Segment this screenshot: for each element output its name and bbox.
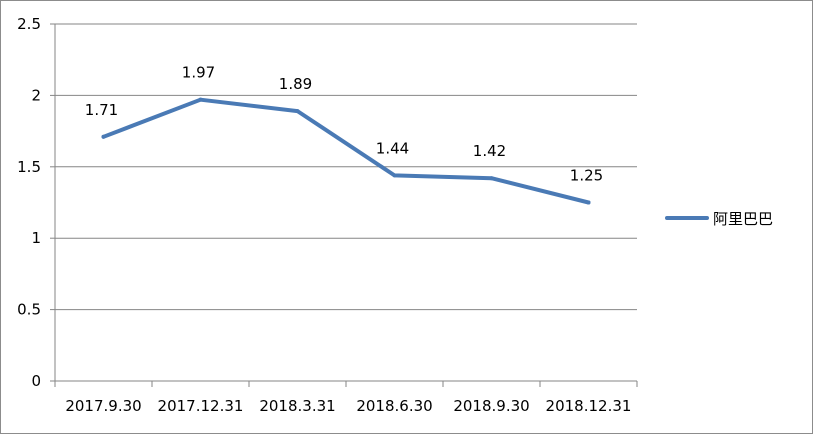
data-label: 1.71 (85, 101, 118, 119)
x-tick-label: 2017.12.31 (158, 397, 244, 415)
x-tick-label: 2018.12.31 (546, 397, 632, 415)
x-tick-label: 2018.6.30 (356, 397, 432, 415)
y-tick-label: 2 (31, 86, 41, 104)
x-axis-tick-labels: 2017.9.30 2017.12.31 2018.3.31 2018.6.30 201… (65, 397, 631, 415)
data-point (198, 97, 203, 102)
data-point (489, 176, 494, 181)
data-label: 1.42 (473, 142, 506, 160)
data-labels: 1.71 1.97 1.89 1.44 1.42 1.25 (85, 64, 603, 185)
data-point (392, 173, 397, 178)
y-tick-label: 0.5 (17, 301, 41, 319)
data-point (586, 200, 591, 205)
series-lines (101, 97, 591, 205)
gridlines (55, 23, 637, 311)
series-line (101, 97, 591, 205)
axes (50, 23, 638, 387)
x-tick-label: 2018.3.31 (259, 397, 335, 415)
legend-label: 阿里巴巴 (713, 210, 773, 228)
x-tick-label: 2018.9.30 (453, 397, 529, 415)
y-tick-label: 2.5 (17, 15, 41, 33)
data-point (101, 134, 106, 139)
legend: 阿里巴巴 (665, 210, 773, 228)
data-label: 1.25 (570, 167, 603, 185)
y-tick-label: 0 (31, 372, 41, 390)
data-label: 1.97 (182, 64, 215, 82)
y-axis-tick-labels: 0 0.5 1 1.5 2 2.5 (17, 15, 41, 390)
y-tick-label: 1 (31, 229, 41, 247)
y-tick-label: 1.5 (17, 158, 41, 176)
data-point (295, 109, 300, 114)
x-tick-label: 2017.9.30 (65, 397, 141, 415)
data-label: 1.44 (376, 139, 409, 157)
data-label: 1.89 (279, 75, 312, 93)
